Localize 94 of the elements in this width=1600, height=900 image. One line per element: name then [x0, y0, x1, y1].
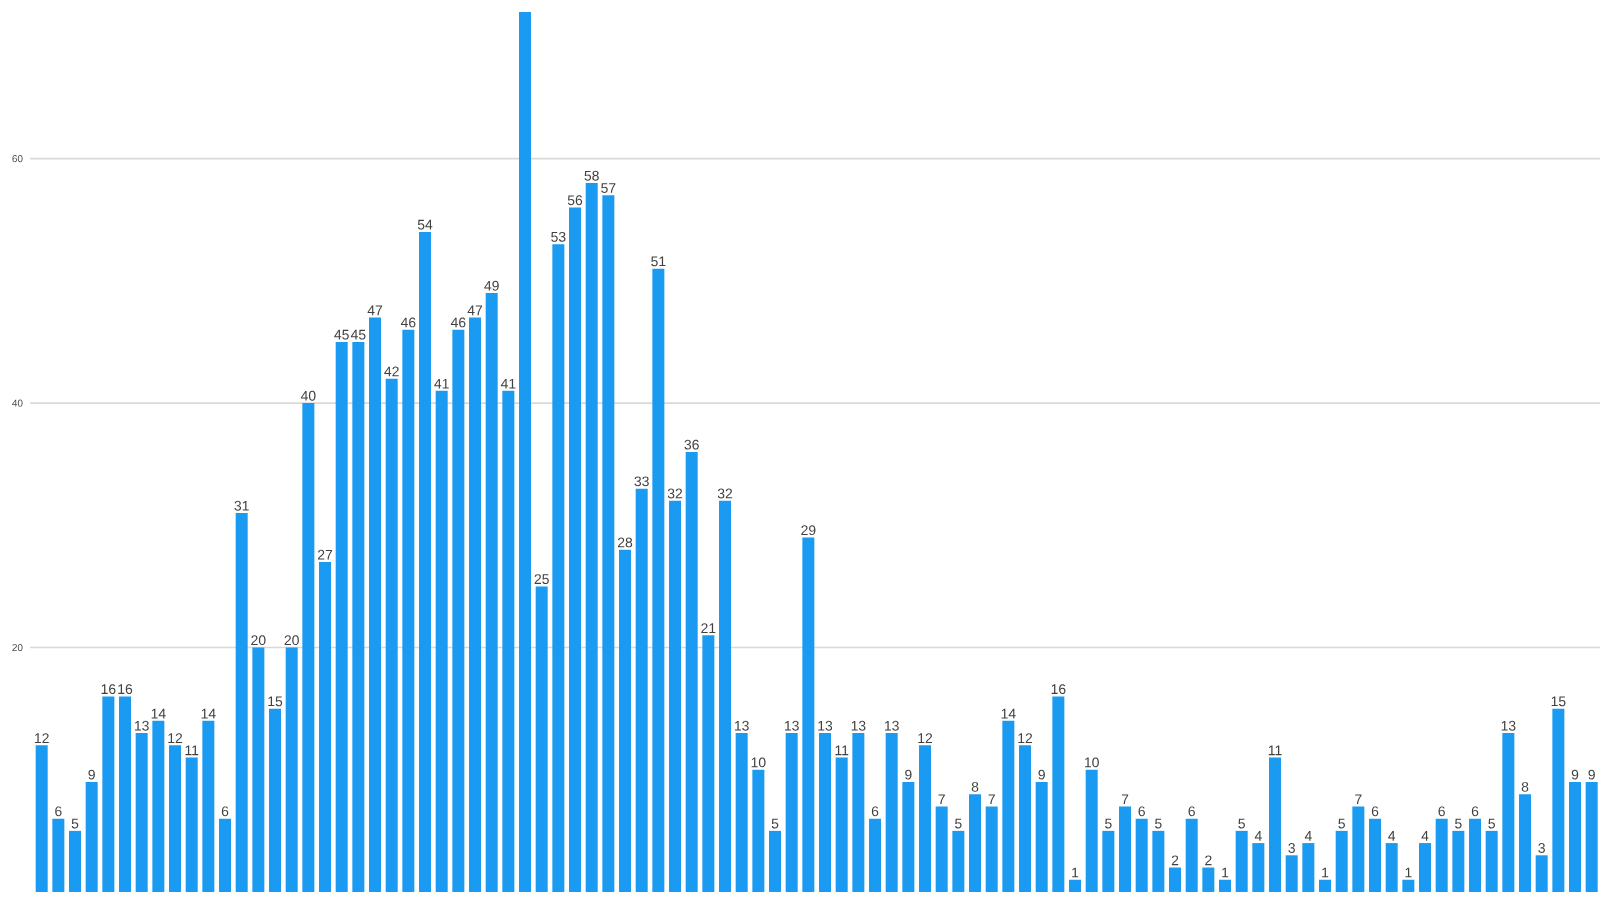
bar — [619, 549, 632, 892]
bar — [1502, 733, 1515, 892]
bar — [1169, 867, 1182, 892]
bar — [52, 818, 65, 892]
bar — [469, 317, 482, 892]
bar — [435, 390, 448, 892]
bar — [1519, 794, 1532, 892]
bar — [869, 818, 882, 892]
bar — [419, 231, 432, 892]
bar — [169, 745, 182, 892]
bar — [202, 720, 215, 892]
bar — [1352, 806, 1365, 892]
bar — [135, 733, 148, 892]
bar — [1002, 720, 1015, 892]
bar — [785, 733, 798, 892]
bar — [1185, 818, 1198, 892]
bar — [1102, 830, 1115, 892]
bar — [219, 818, 232, 892]
bar — [369, 317, 382, 892]
bar — [302, 403, 315, 892]
bar — [835, 757, 848, 892]
bar — [802, 537, 815, 892]
bar — [752, 769, 765, 892]
bar — [1485, 830, 1498, 892]
bar — [585, 183, 598, 892]
bar — [969, 794, 982, 892]
bar — [852, 733, 865, 892]
bar — [1402, 879, 1415, 892]
bar — [1252, 843, 1265, 892]
bar — [1319, 879, 1332, 892]
bar — [1135, 818, 1148, 892]
bar — [352, 341, 365, 892]
bar — [1019, 745, 1032, 892]
bar — [1535, 855, 1548, 892]
bar — [35, 745, 48, 892]
bar — [1119, 806, 1132, 892]
bar — [85, 781, 98, 892]
bar — [1385, 843, 1398, 892]
bar — [1335, 830, 1348, 892]
bar — [519, 11, 532, 892]
bar — [769, 830, 782, 892]
bar — [1552, 708, 1565, 892]
bar — [702, 635, 715, 892]
bar — [269, 708, 282, 892]
bar — [252, 647, 265, 892]
bar — [502, 390, 515, 892]
bar — [1419, 843, 1432, 892]
bar — [319, 561, 332, 892]
bar — [1052, 696, 1065, 892]
bar — [902, 781, 915, 892]
bar — [185, 757, 198, 892]
bar — [1069, 879, 1082, 892]
bar — [235, 513, 248, 892]
bar — [1219, 879, 1232, 892]
bar — [1302, 843, 1315, 892]
bar — [452, 329, 465, 892]
bar — [569, 207, 582, 892]
bar — [919, 745, 932, 892]
bar — [385, 378, 398, 892]
bar — [335, 341, 348, 892]
bar — [885, 733, 898, 892]
bar — [1452, 830, 1465, 892]
bar — [1085, 769, 1098, 892]
bar — [719, 500, 732, 892]
bar — [69, 830, 82, 892]
bar — [285, 647, 298, 892]
bar — [952, 830, 965, 892]
bar — [402, 329, 415, 892]
bar — [819, 733, 832, 892]
bar — [485, 293, 498, 892]
bar — [1469, 818, 1482, 892]
bar — [1285, 855, 1298, 892]
bar — [1269, 757, 1282, 892]
bar — [685, 451, 698, 892]
bar — [1235, 830, 1248, 892]
bar — [535, 586, 548, 892]
bar — [1369, 818, 1382, 892]
bar — [935, 806, 948, 892]
bar — [102, 696, 115, 892]
bar — [119, 696, 132, 892]
bar — [735, 733, 748, 892]
bar — [1569, 781, 1582, 892]
bar — [652, 268, 665, 892]
bar — [602, 195, 615, 892]
bar — [552, 244, 565, 892]
bar — [1202, 867, 1215, 892]
bar — [1152, 830, 1165, 892]
bar — [1435, 818, 1448, 892]
bar — [985, 806, 998, 892]
bar — [1585, 781, 1598, 892]
bar — [669, 500, 682, 892]
bar — [152, 720, 165, 892]
bar — [635, 488, 648, 892]
bar — [1035, 781, 1048, 892]
